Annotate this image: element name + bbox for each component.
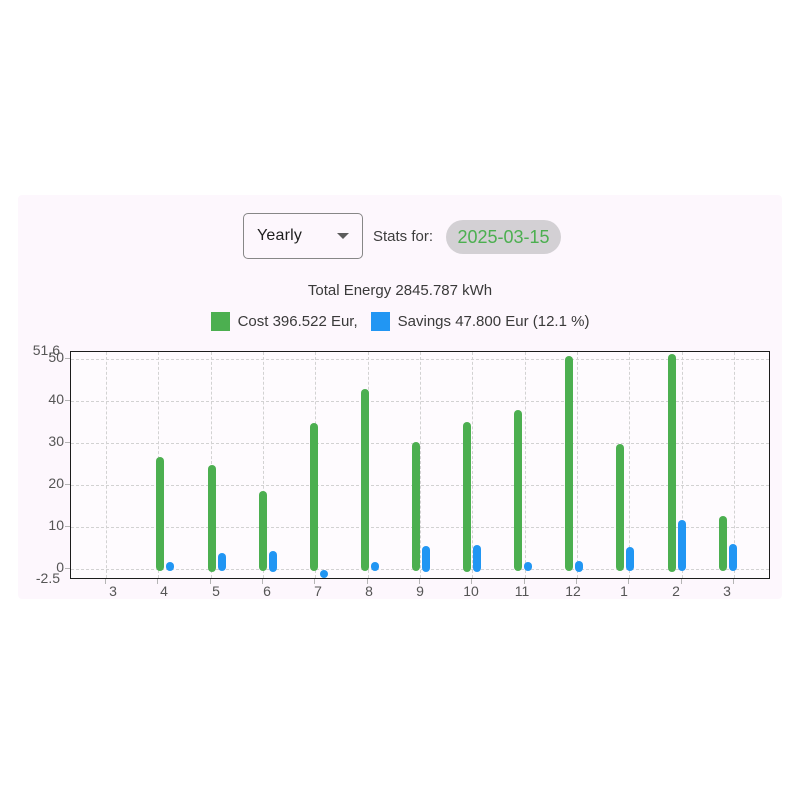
y-axis-tick bbox=[65, 358, 70, 359]
y-axis-tick bbox=[65, 526, 70, 527]
x-axis-label: 5 bbox=[212, 583, 220, 599]
savings-bar bbox=[320, 570, 328, 578]
stats-card: Yearly Stats for: 2025-03-15 Total Energ… bbox=[18, 195, 782, 599]
savings-bar bbox=[626, 547, 634, 571]
x-axis-tick bbox=[576, 579, 577, 584]
cost-bar bbox=[616, 444, 624, 571]
x-axis-label: 9 bbox=[416, 583, 424, 599]
y-axis-label: 30 bbox=[48, 433, 64, 449]
savings-bar bbox=[269, 551, 277, 572]
x-axis-tick bbox=[733, 579, 734, 584]
x-axis-tick bbox=[628, 579, 629, 584]
cost-bar bbox=[565, 356, 573, 571]
cost-bar bbox=[412, 442, 420, 571]
cost-bar bbox=[156, 457, 164, 571]
x-axis-tick bbox=[210, 579, 211, 584]
gridline-v bbox=[629, 352, 630, 578]
y-axis-tick bbox=[65, 484, 70, 485]
cost-bar bbox=[361, 389, 369, 571]
cost-legend-label: Cost 396.522 Eur, bbox=[237, 312, 358, 330]
cost-bar bbox=[208, 465, 216, 572]
gridline-v bbox=[472, 352, 473, 578]
date-badge[interactable]: 2025-03-15 bbox=[446, 220, 561, 254]
x-axis-label: 4 bbox=[160, 583, 168, 599]
gridline-v bbox=[106, 352, 107, 578]
cost-bar bbox=[668, 354, 676, 572]
period-select-value: Yearly bbox=[257, 227, 303, 244]
cost-bar bbox=[514, 410, 522, 571]
gridline-v bbox=[420, 352, 421, 578]
savings-legend-label: Savings 47.800 Eur (12.1 %) bbox=[397, 312, 590, 330]
y-axis-tick bbox=[65, 442, 70, 443]
total-energy-title: Total Energy 2845.787 kWh bbox=[307, 282, 493, 299]
x-axis-label: 10 bbox=[463, 583, 479, 599]
x-axis-tick bbox=[471, 579, 472, 584]
x-axis-label: 11 bbox=[514, 583, 530, 599]
cost-bar bbox=[719, 516, 727, 571]
savings-bar bbox=[218, 553, 226, 571]
savings-bar bbox=[422, 546, 430, 572]
gridline-v bbox=[682, 352, 683, 578]
gridline-v bbox=[577, 352, 578, 578]
savings-bar bbox=[166, 562, 174, 571]
savings-bar bbox=[678, 520, 686, 571]
x-axis-label: 3 bbox=[109, 583, 117, 599]
cost-bar bbox=[463, 422, 471, 572]
y-axis-label: -2.5 bbox=[35, 570, 60, 586]
x-axis-tick bbox=[262, 579, 263, 584]
gridline-v bbox=[734, 352, 735, 578]
y-axis-label: 0 bbox=[56, 559, 64, 575]
y-axis-label: 40 bbox=[48, 391, 64, 407]
cost-legend-swatch bbox=[210, 311, 230, 331]
y-axis-label: 51.6 bbox=[32, 342, 60, 358]
x-axis-tick bbox=[314, 579, 315, 584]
stats-for-label: Stats for: bbox=[373, 228, 434, 245]
cost-bar bbox=[310, 423, 318, 571]
gridline-v bbox=[525, 352, 526, 578]
savings-bar bbox=[473, 545, 481, 572]
savings-bar bbox=[575, 561, 583, 572]
chart-legend: Cost 396.522 Eur, Savings 47.800 Eur (12… bbox=[18, 311, 782, 331]
y-axis-label: 20 bbox=[48, 475, 64, 491]
x-axis-tick bbox=[524, 579, 525, 584]
x-axis-tick bbox=[367, 579, 368, 584]
gridline-v bbox=[263, 352, 264, 578]
x-axis-tick bbox=[105, 579, 106, 584]
x-axis-label: 3 bbox=[723, 583, 731, 599]
savings-bar bbox=[524, 562, 532, 571]
x-axis-tick bbox=[681, 579, 682, 584]
savings-legend-swatch bbox=[370, 311, 390, 331]
y-axis-tick bbox=[65, 568, 70, 569]
y-axis-label: 10 bbox=[48, 517, 64, 533]
x-axis-tick bbox=[157, 579, 158, 584]
x-axis-label: 7 bbox=[314, 583, 322, 599]
x-axis-label: 6 bbox=[263, 583, 271, 599]
x-axis-label: 1 bbox=[620, 583, 628, 599]
y-axis-tick bbox=[65, 400, 70, 401]
x-axis-label: 12 bbox=[565, 583, 581, 599]
x-axis-label: 2 bbox=[672, 583, 680, 599]
x-axis-label: 8 bbox=[365, 583, 373, 599]
x-axis-tick bbox=[419, 579, 420, 584]
cost-bar bbox=[259, 491, 267, 571]
savings-bar bbox=[729, 544, 737, 571]
chevron-down-icon bbox=[337, 233, 349, 239]
y-axis-label: 50 bbox=[48, 349, 64, 365]
plot-area bbox=[70, 351, 770, 579]
savings-bar bbox=[371, 562, 379, 571]
period-select[interactable]: Yearly bbox=[243, 213, 363, 259]
